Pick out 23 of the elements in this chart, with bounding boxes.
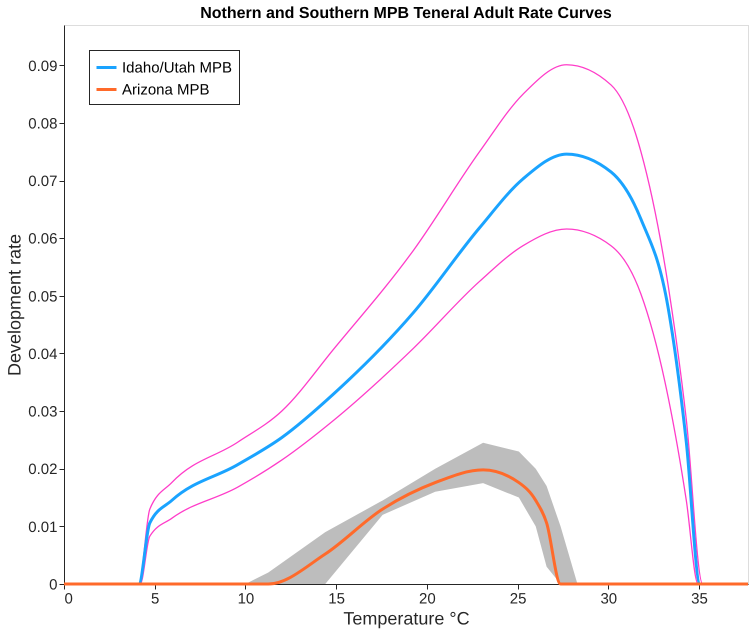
y-tick-label: 0.05 [28, 288, 58, 306]
legend-label: Arizona MPB [122, 82, 210, 98]
x-tick-label: 0 [64, 590, 73, 608]
x-tick-label: 30 [600, 590, 618, 608]
y-tick-label: 0.09 [28, 58, 58, 75]
y-tick-label: 0 [49, 576, 58, 594]
x-tick-label: 25 [510, 590, 526, 608]
chart-title: Nothern and Southern MPB Teneral Adult Rate Curves [200, 5, 612, 22]
x-axis-title: Temperature °C [343, 608, 470, 628]
y-tick-label: 0.07 [28, 173, 58, 190]
x-tick-label: 10 [238, 590, 254, 608]
x-tick-label: 15 [328, 590, 345, 608]
y-axis-title: Development rate [4, 234, 24, 376]
y-tick-label: 0.08 [28, 115, 58, 132]
y-tick-label: 0.04 [28, 346, 58, 363]
x-tick-label: 5 [151, 590, 160, 608]
legend-label: Idaho/Utah MPB [122, 60, 232, 76]
y-tick-label: 0.03 [28, 404, 58, 421]
x-tick-label: 20 [419, 590, 436, 608]
y-tick-label: 0.01 [28, 518, 58, 536]
x-tick-label: 35 [691, 590, 708, 608]
y-tick-label: 0.02 [28, 461, 58, 478]
y-tick-label: 0.06 [28, 230, 58, 248]
